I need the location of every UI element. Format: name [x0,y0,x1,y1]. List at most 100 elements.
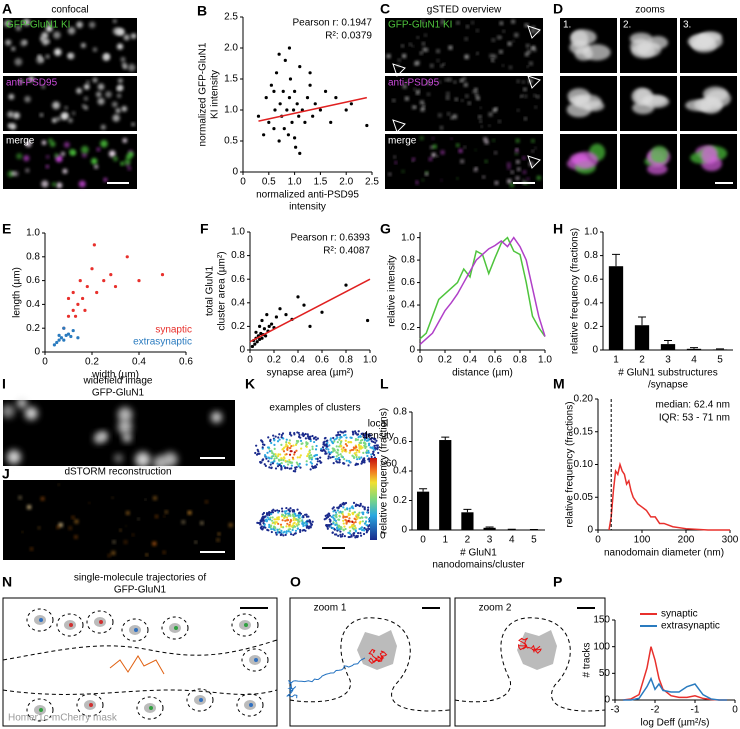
image-spot [476,29,479,32]
localization [264,526,267,529]
image-spot [440,126,443,130]
image-spot [488,112,493,117]
localization [345,436,348,439]
localization [271,516,274,519]
image-spot [468,101,471,105]
localization [280,436,283,439]
image-spot [41,85,46,89]
localization [309,468,312,471]
localization [365,531,368,534]
scatter-point [90,267,94,271]
x-tick-label: 200 [678,535,695,546]
localization [364,520,368,523]
bar [634,325,650,350]
localization [319,456,322,459]
image-spot [529,61,533,66]
localization [364,516,367,519]
localization [298,433,301,436]
localization [358,511,361,514]
localization [359,531,362,535]
x-tick-label: 5 [717,355,723,366]
trajectory [39,708,43,712]
image-spot [94,164,99,169]
image-spot [461,99,464,102]
image-spot [425,172,428,176]
localization [276,465,280,468]
x-axis-label: log Deff (µm²/s) [641,718,710,729]
panel-letter: O [290,574,301,590]
localization [335,455,338,458]
arrowhead [527,25,541,39]
localization [285,531,288,535]
localization [356,517,359,520]
localization [282,437,285,440]
arrowhead [392,63,406,77]
image-spot [632,101,655,115]
image-spot [97,83,105,91]
localization [357,516,360,519]
image-spot [405,80,409,84]
localization [305,513,308,516]
x-tick-label: 0.2 [267,355,281,366]
localization [280,433,283,437]
image-spot [474,88,478,92]
localization [272,508,275,511]
scatter-point [66,314,71,318]
image-spot [71,111,76,115]
y-axis-label: KI intensity [210,70,221,119]
scatter-point [66,332,71,336]
localization [282,450,286,453]
scatter-point [365,123,369,128]
localization [344,518,347,521]
image-spot [500,36,503,39]
x-tick-label: 1 [613,355,619,366]
image-spot [163,515,166,518]
localization [298,456,301,459]
image-spot [427,93,430,96]
localization [269,439,272,443]
localization [285,440,288,444]
image-title: gSTED overview [427,5,502,16]
synapse-mask [357,630,397,670]
localization [311,456,314,459]
localization [287,508,290,511]
localization [374,441,377,444]
image-background [3,480,235,560]
scatter-point [57,338,61,342]
y-tick-label: 0.4 [26,299,40,310]
localization [274,455,277,458]
image-spot [78,180,86,188]
image-spot [497,35,501,40]
x-tick-label: 0.8 [339,355,353,366]
y-tick-label: 0.20 [574,394,594,405]
scatter-point [366,318,370,323]
localization [315,463,319,466]
scatter-point [256,114,261,118]
localization [276,531,279,534]
legend-label: synaptic [155,325,192,336]
localization [353,511,356,514]
panel-letter: H [553,221,563,237]
y-tick-label: 0.5 [224,136,238,147]
localization [335,533,338,536]
image-spot [440,23,443,26]
localization [336,526,339,529]
localization [263,515,266,519]
image-spot [446,96,450,100]
localization [285,525,288,528]
image-spot [524,94,527,98]
panel-letter: M [553,376,565,392]
scatter-point [265,313,269,317]
localization [336,457,339,461]
localization [301,433,304,436]
x-axis-label: # GluN1 substructures [618,368,718,379]
image-spot [447,112,450,116]
localization [335,445,338,448]
localization [326,445,329,448]
scatter-point [281,89,285,93]
localization [306,433,309,436]
x-tick-label: 0 [595,535,601,546]
scatter-point [288,77,293,81]
localization [299,454,302,457]
annotation: median: 62.4 nm [656,400,731,411]
